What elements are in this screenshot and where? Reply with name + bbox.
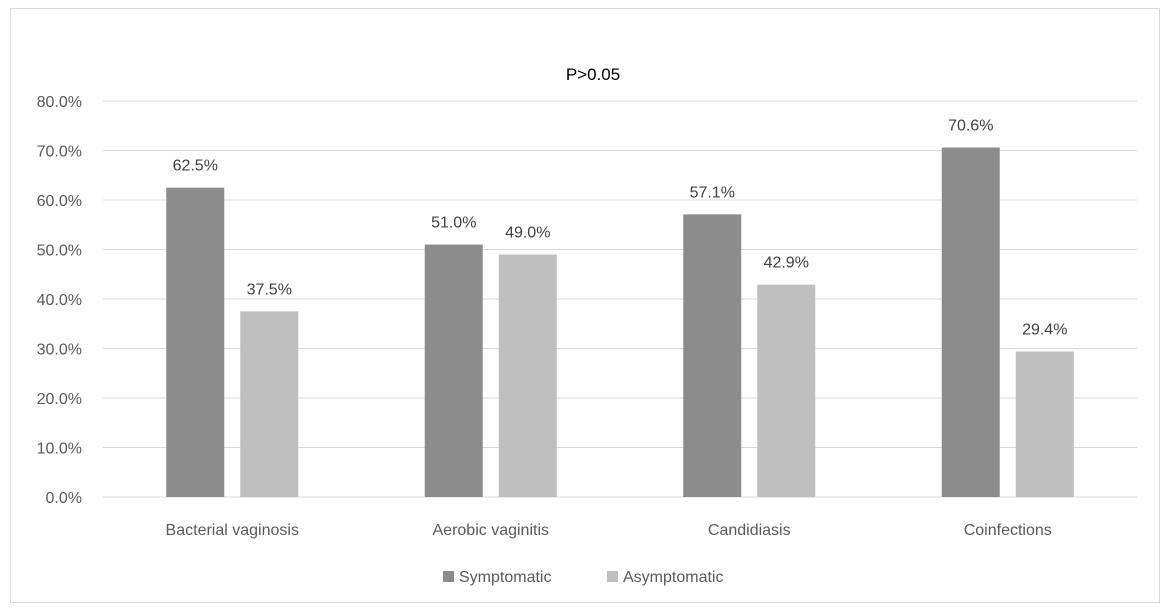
y-tick-label: 0.0%: [46, 490, 82, 507]
legend-swatch-asymptomatic: [607, 571, 618, 582]
y-tick-label: 30.0%: [37, 342, 82, 359]
y-tick-label: 10.0%: [37, 441, 82, 458]
bar-symptomatic: [683, 214, 742, 498]
bars: [166, 147, 1074, 498]
legend-label: Symptomatic: [459, 569, 551, 586]
y-tick-label: 60.0%: [37, 193, 82, 210]
legend-label: Asymptomatic: [623, 569, 723, 586]
bar-asymptomatic: [1015, 351, 1074, 497]
y-tick-label: 40.0%: [37, 292, 82, 309]
bar-asymptomatic: [757, 284, 816, 497]
bar-symptomatic: [941, 147, 1000, 497]
data-label: 29.4%: [1022, 321, 1067, 338]
y-tick-label: 20.0%: [37, 391, 82, 408]
y-tick-label: 50.0%: [37, 243, 82, 260]
data-label: 49.0%: [505, 224, 550, 241]
y-axis: 0.0% 10.0% 20.0% 30.0% 40.0% 50.0% 60.0% 70.0% 8…: [37, 94, 82, 507]
x-axis: Bacterial vaginosis Aerobic vaginitis Cand…: [166, 522, 1052, 539]
x-tick-label: Candidiasis: [708, 522, 791, 539]
data-label: 70.6%: [948, 118, 993, 135]
legend-swatch-symptomatic: [443, 571, 454, 582]
x-tick-label: Aerobic vaginitis: [433, 522, 550, 539]
bar-asymptomatic: [498, 254, 557, 497]
bar-symptomatic: [424, 244, 483, 497]
data-label: 51.0%: [431, 215, 476, 232]
data-label: 37.5%: [247, 281, 292, 298]
x-tick-label: Coinfections: [964, 522, 1052, 539]
data-labels: 62.5% 37.5% 51.0% 49.0% 57.1% 42.9% 70.6% 29.4%: [173, 118, 1068, 339]
bar-symptomatic: [166, 187, 225, 497]
x-tick-label: Bacterial vaginosis: [166, 522, 299, 539]
y-tick-label: 80.0%: [37, 94, 82, 111]
y-tick-label: 70.0%: [37, 144, 82, 161]
data-label: 57.1%: [690, 184, 735, 201]
chart-title: P>0.05: [566, 65, 620, 84]
data-label: 42.9%: [764, 255, 809, 272]
bar-asymptomatic: [240, 311, 299, 497]
data-label: 62.5%: [173, 158, 218, 175]
legend: Symptomatic Asymptomatic: [443, 569, 723, 586]
